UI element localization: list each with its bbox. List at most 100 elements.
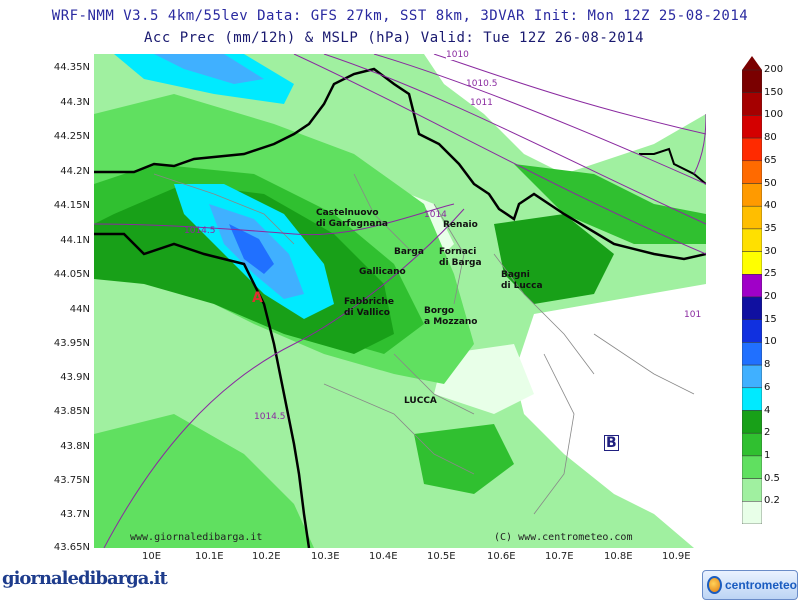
place-borgo: Borgo a Mozzano [424,306,478,327]
place-bagni-di-lucca: Bagni di Lucca [501,270,543,291]
lon-label: 10.4E [369,551,398,562]
place-renaio: Renaio [443,220,478,230]
precip-color-scale [742,56,762,524]
precip-band-2 [414,424,514,494]
centrometeo-icon [707,576,722,594]
coastline [94,232,311,548]
place-barga: Barga [394,247,424,257]
isobar-line [433,54,706,135]
scale-swatch [742,115,762,139]
scale-swatch [742,432,762,457]
municipal-borders [153,173,695,515]
scale-label: 8 [764,359,771,371]
scale-swatch [742,92,762,116]
isobar-line [323,54,706,225]
isobar-line [103,208,465,548]
model-header: WRF-NMM V3.5 4km/55lev Data: GFS 27km, S… [51,8,749,24]
isobar-label: 1014.5 [184,226,216,236]
lon-label: 10.7E [545,551,574,562]
lon-label: 10.5E [427,551,456,562]
isobar-label: 1014 [424,210,447,220]
scale-label: 0.5 [764,472,780,484]
precip-band-10 [229,224,274,274]
lat-label: 43.7N [60,509,90,520]
isobar-label: 1010.5 [466,79,498,89]
lat-label: 44.25N [53,131,90,142]
scale-label: 50 [764,177,777,189]
scale-swatch [742,69,762,93]
scale-swatch [742,455,762,479]
scale-label: 0.2 [764,495,780,507]
regional-border [94,67,706,261]
isobar-label: 1014.5 [254,412,286,422]
scale-swatch [742,342,762,366]
precipitation-map [94,54,706,548]
lat-label: 43.8N [60,441,90,452]
lon-label: 10E [142,551,162,562]
lat-label: 43.65N [53,542,90,553]
scale-swatch [742,410,762,434]
lon-label: 10.2E [252,551,281,562]
scale-swatch [742,478,762,502]
precip-band-4 [494,214,614,304]
lon-label: 10.8E [604,551,633,562]
scale-swatch [742,274,762,298]
precip-none-region [424,54,706,174]
low-pressure-marker: B [604,435,619,451]
scale-swatch [742,296,762,320]
scale-label: 1 [764,449,771,461]
scale-label: 25 [764,268,777,280]
scale-swatch [742,319,762,343]
precip-band-8 [154,54,264,84]
scale-swatch [742,387,762,411]
lat-label: 44.1N [60,235,90,246]
scale-label: 15 [764,313,777,325]
isobar-label: 1010 [446,50,469,60]
place-castelnuovo: Castelnuovo di Garfagnana [316,208,388,229]
scale-arrow [742,56,762,70]
precip-band-6 [114,54,294,104]
isobar-line [293,54,706,255]
scale-swatch [742,228,762,252]
lat-label: 44.3N [60,97,90,108]
lat-label: 43.95N [53,338,90,349]
place-fornaci: Fornaci di Barga [439,247,482,268]
watermark-left: www.giornaledibarga.it [130,532,263,543]
isobar-line [94,203,455,236]
lon-label: 10.6E [487,551,516,562]
scale-label: 6 [764,381,771,393]
isobar-line [373,54,706,185]
scale-swatch [742,137,762,162]
scale-label: 200 [764,64,784,75]
scale-label: 80 [764,132,777,144]
lat-label: 44.35N [53,62,90,73]
place-gallicano: Gallicano [359,267,406,277]
scale-label: 30 [764,245,777,257]
scale-swatch [742,251,762,275]
isobar-label: 1011 [470,98,493,108]
scale-label: 100 [764,109,784,121]
lat-label: 43.9N [60,372,90,383]
scale-label: 4 [764,404,771,416]
precip-band-2 [514,164,706,244]
scale-swatch [742,205,762,230]
lat-label: 43.85N [53,406,90,417]
isobar-label: 101 [684,310,702,320]
scale-label: 10 [764,336,777,348]
isobar-line [693,113,706,175]
centrometeo-text: centrometeo [724,578,797,592]
watermark-right: (C) www.centrometeo.com [494,532,633,543]
lat-label: 44.15N [53,200,90,211]
regional-border [639,147,706,185]
scale-label: 150 [764,86,784,98]
lat-label: 43.75N [53,475,90,486]
lat-label: 44.2N [60,166,90,177]
centrometeo-logo: centrometeo [702,570,798,600]
lat-label: 44.05N [53,269,90,280]
scale-swatch [742,160,762,184]
high-pressure-marker: A [252,290,263,306]
scale-swatch [742,501,762,524]
scale-label: 40 [764,200,777,212]
scale-swatch [742,364,762,389]
place-fabbriche: Fabbriche di Vallico [344,297,394,318]
